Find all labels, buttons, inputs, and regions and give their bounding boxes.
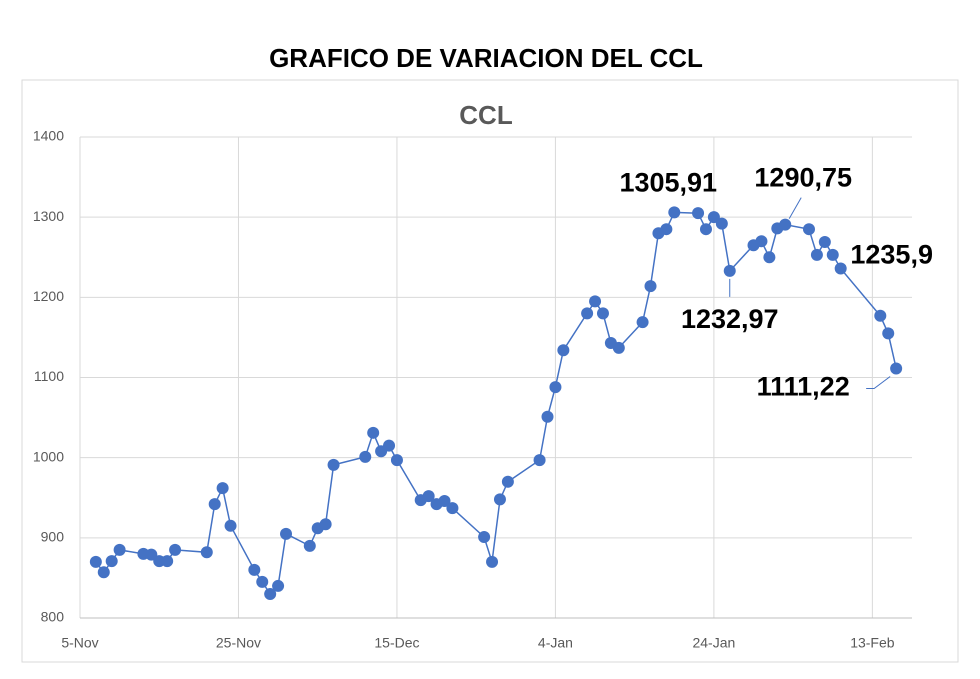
- data-point: [834, 262, 847, 275]
- data-point: [541, 410, 554, 423]
- series-line: [95, 211, 897, 596]
- data-point: [319, 518, 332, 531]
- data-point: [501, 475, 514, 488]
- chart-frame: [21, 79, 959, 663]
- data-point: [478, 531, 491, 544]
- data-point: [589, 295, 602, 308]
- x-tick-label: 5-Nov: [61, 635, 98, 651]
- data-point: [644, 280, 657, 293]
- data-point: [493, 493, 506, 506]
- data-point: [303, 539, 316, 552]
- x-tick-label: 24-Jan: [692, 635, 735, 651]
- data-point: [810, 248, 823, 261]
- data-point: [723, 264, 736, 277]
- data-point: [438, 494, 451, 507]
- data-point: [557, 344, 570, 357]
- x-tick-label: 25-Nov: [216, 635, 261, 651]
- data-point: [216, 482, 229, 495]
- data-point: [882, 327, 895, 340]
- data-point: [105, 555, 118, 568]
- data-point: [755, 235, 768, 248]
- data-point: [446, 502, 459, 515]
- data-point: [802, 223, 815, 236]
- data-point: [224, 519, 237, 532]
- data-point: [612, 341, 625, 354]
- data-label: 1290,75: [754, 163, 852, 193]
- data-point: [486, 555, 499, 568]
- data-point: [367, 426, 380, 439]
- x-tick-label: 4-Jan: [538, 635, 573, 651]
- y-tick-label: 1200: [33, 288, 64, 304]
- page-heading: GRAFICO DE VARIACION DEL CCL: [269, 43, 703, 73]
- data-point: [779, 218, 792, 231]
- data-point: [660, 223, 673, 236]
- data-point: [890, 362, 903, 375]
- data-point: [826, 248, 839, 261]
- data-label: 1111,22: [757, 372, 850, 402]
- y-tick-label: 1100: [34, 368, 64, 384]
- data-point: [533, 454, 546, 467]
- data-point: [715, 217, 728, 230]
- data-point: [359, 450, 372, 463]
- x-tick-label: 15-Dec: [374, 635, 419, 651]
- y-tick-label: 800: [41, 609, 65, 625]
- data-point: [763, 251, 776, 264]
- data-point: [581, 307, 594, 320]
- data-point: [280, 527, 293, 540]
- data-point: [264, 587, 277, 600]
- y-tick-label: 900: [41, 529, 65, 545]
- data-point: [636, 316, 649, 329]
- y-tick-label: 1300: [33, 208, 64, 224]
- data-point: [422, 490, 435, 503]
- data-point: [390, 454, 403, 467]
- data-point: [383, 439, 396, 452]
- data-label: 1232,97: [681, 304, 779, 334]
- data-point: [699, 223, 712, 236]
- data-point: [668, 206, 681, 219]
- data-point: [97, 566, 110, 579]
- data-label: 1305,91: [619, 168, 717, 198]
- data-point: [161, 555, 174, 568]
- data-point: [208, 498, 221, 511]
- data-point: [89, 555, 102, 568]
- data-point: [169, 543, 182, 556]
- data-point: [692, 207, 705, 220]
- data-point: [272, 579, 285, 592]
- data-point: [596, 307, 609, 320]
- data-point: [549, 381, 562, 394]
- data-point: [256, 575, 269, 588]
- data-point: [818, 236, 831, 249]
- y-tick-label: 1400: [33, 128, 64, 144]
- leader-line: [788, 197, 802, 219]
- chart-title: CCL: [459, 100, 513, 130]
- data-point: [874, 309, 887, 322]
- data-point: [327, 458, 340, 471]
- data-point: [248, 563, 261, 576]
- data-label: 1235,9: [850, 240, 933, 270]
- data-point: [113, 543, 126, 556]
- data-point: [200, 546, 213, 559]
- x-tick-label: 13-Feb: [850, 635, 895, 651]
- y-tick-label: 1000: [33, 448, 64, 464]
- leader-line: [866, 376, 891, 390]
